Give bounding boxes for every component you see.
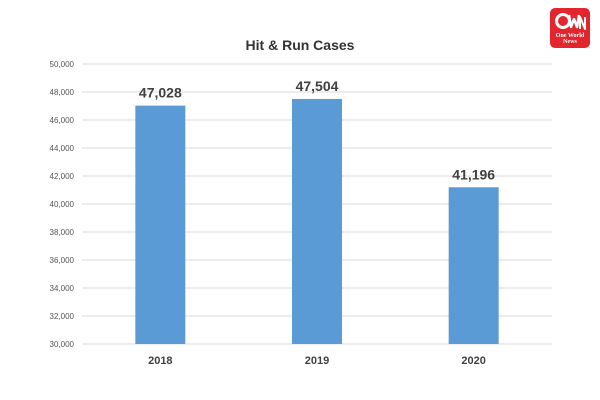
y-axis: 30,000 32,000 34,000 36,000 38,000 40,000 42,0… (50, 60, 75, 349)
own-logo-mark-icon (555, 13, 586, 30)
x-tick-label: 2018 (148, 355, 172, 367)
chart-title: Hit & Run Cases (246, 37, 355, 53)
y-tick-label: 30,000 (50, 340, 75, 349)
y-tick-label: 46,000 (50, 116, 75, 125)
logo-text-line1: One World (555, 33, 585, 39)
bar-2018 (135, 105, 186, 344)
y-tick-label: 32,000 (50, 312, 75, 321)
bar-2019 (292, 98, 342, 344)
x-tick-label: 2019 (305, 355, 329, 367)
y-tick-label: 34,000 (50, 284, 75, 293)
y-tick-label: 44,000 (50, 144, 75, 153)
x-axis: 2018 2019 2020 (148, 355, 486, 367)
bar-2020 (448, 187, 499, 344)
one-world-news-logo: One World News (550, 8, 590, 48)
y-tick-label: 38,000 (50, 228, 75, 237)
y-tick-label: 40,000 (50, 200, 75, 209)
data-label: 47,504 (296, 78, 339, 94)
y-tick-label: 48,000 (50, 88, 75, 97)
bars (135, 98, 499, 344)
logo-text-line2: News (563, 39, 577, 45)
x-tick-label: 2020 (461, 355, 485, 367)
y-tick-label: 42,000 (50, 172, 75, 181)
y-tick-label: 50,000 (50, 60, 75, 69)
y-tick-label: 36,000 (50, 256, 75, 265)
data-labels: 47,028 47,504 41,196 (139, 78, 495, 182)
data-label: 41,196 (452, 166, 495, 182)
data-label: 47,028 (139, 85, 182, 101)
